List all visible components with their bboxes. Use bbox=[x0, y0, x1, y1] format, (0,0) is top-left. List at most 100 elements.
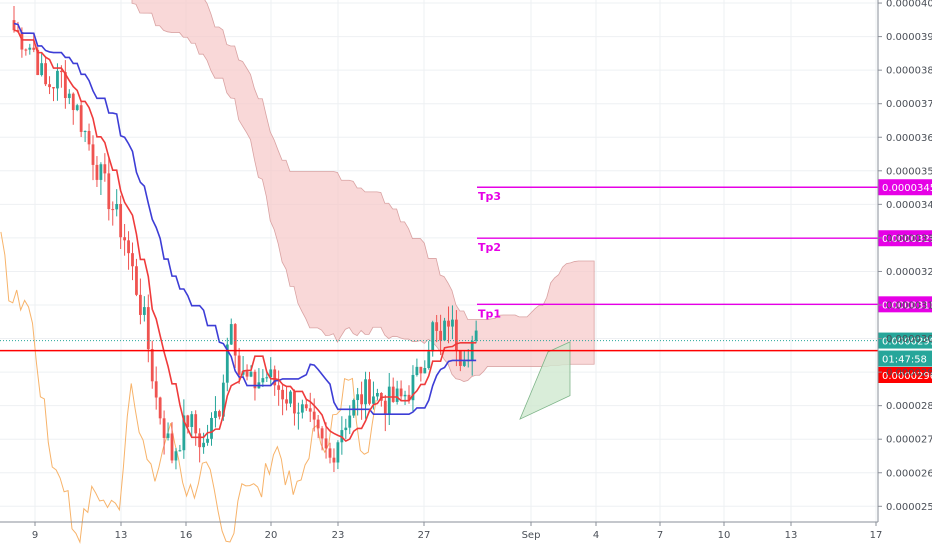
candle-body bbox=[206, 438, 209, 443]
axis-price-label: 01:47:58 bbox=[882, 355, 927, 366]
candle-body bbox=[320, 428, 324, 439]
candle-body bbox=[383, 400, 387, 415]
candle-body bbox=[178, 450, 182, 452]
candle-body bbox=[435, 322, 439, 331]
y-tick-label: 0.00003300 bbox=[886, 233, 932, 244]
y-tick-label: 0.00002800 bbox=[886, 401, 932, 412]
y-tick-label: 0.00002900 bbox=[886, 368, 932, 379]
y-tick-label: 0.00003900 bbox=[886, 32, 932, 43]
target-name-label: Tp3 bbox=[478, 190, 501, 203]
x-tick-label: 9 bbox=[32, 530, 38, 541]
candle-body bbox=[221, 382, 225, 417]
candle-body bbox=[229, 324, 233, 345]
x-tick-label: 23 bbox=[332, 530, 345, 541]
candle-body bbox=[190, 414, 194, 427]
y-tick-label: 0.00003700 bbox=[886, 99, 932, 110]
x-tick-label: 10 bbox=[718, 530, 731, 541]
x-tick-label: 4 bbox=[593, 530, 599, 541]
candle-body bbox=[431, 322, 435, 352]
candle-body bbox=[328, 448, 332, 458]
axis-price-label: 0.00002964 bbox=[882, 371, 932, 382]
candle-body bbox=[423, 368, 427, 374]
candle-body bbox=[123, 237, 126, 241]
lagging-span-line bbox=[0, 231, 377, 545]
candle-body bbox=[455, 319, 458, 351]
candle-body bbox=[146, 307, 150, 350]
candle-body bbox=[214, 411, 217, 418]
candle-body bbox=[336, 442, 340, 463]
y-tick-label: 0.00002500 bbox=[886, 502, 932, 513]
lagging-span bbox=[0, 231, 377, 545]
candle-body bbox=[107, 173, 111, 210]
candle-body bbox=[249, 371, 253, 377]
candle-body bbox=[75, 105, 79, 111]
y-tick-label: 0.00003400 bbox=[886, 200, 932, 211]
candle-body bbox=[300, 404, 304, 413]
candle-body bbox=[308, 408, 312, 412]
candle-body bbox=[356, 394, 360, 401]
x-tick-label: 17 bbox=[870, 530, 883, 541]
candle-body bbox=[344, 427, 348, 431]
target-levels: Tp30.00003451Tp20.00003299Tp10.000031020… bbox=[0, 179, 932, 383]
candle-body bbox=[150, 349, 154, 382]
candle-body bbox=[474, 330, 478, 341]
candle-body bbox=[198, 433, 202, 448]
target-name-label: Tp2 bbox=[478, 241, 501, 254]
candle-body bbox=[364, 379, 367, 405]
candle-body bbox=[391, 386, 395, 402]
candle-body bbox=[273, 369, 277, 386]
candle-body bbox=[352, 400, 356, 416]
candle-body bbox=[135, 266, 138, 295]
candle-body bbox=[127, 240, 130, 254]
candle-body bbox=[372, 396, 375, 404]
candle-body bbox=[139, 294, 142, 315]
candle-body bbox=[194, 414, 198, 434]
candle-body bbox=[368, 379, 371, 404]
candle-body bbox=[202, 442, 205, 448]
axis-price-tag bbox=[878, 367, 932, 383]
candle-body bbox=[233, 324, 237, 356]
candle-body bbox=[376, 392, 379, 397]
y-tick-label: 0.00002600 bbox=[886, 468, 932, 479]
candle-body bbox=[48, 84, 51, 88]
candle-body bbox=[403, 394, 407, 397]
x-tick-label: 27 bbox=[418, 530, 431, 541]
candle-body bbox=[142, 307, 146, 315]
candle-body bbox=[360, 394, 363, 405]
candle-body bbox=[44, 63, 47, 85]
candle-body bbox=[316, 419, 320, 429]
candle-body bbox=[111, 209, 115, 211]
candle-body bbox=[225, 344, 229, 383]
candle-body bbox=[103, 164, 107, 174]
candle-body bbox=[324, 438, 328, 449]
candle-body bbox=[170, 433, 174, 461]
ichimoku-cloud bbox=[131, 0, 595, 420]
candle-body bbox=[269, 369, 273, 378]
cloud-bullish bbox=[519, 341, 571, 420]
candle-body bbox=[52, 87, 55, 89]
cloud-bearish bbox=[131, 0, 595, 382]
candle-body bbox=[28, 47, 32, 50]
candle-body bbox=[289, 391, 292, 404]
indicator-lines bbox=[13, 22, 477, 443]
candle-body bbox=[447, 320, 450, 327]
candle-body bbox=[40, 63, 44, 76]
x-tick-label: 13 bbox=[785, 530, 798, 541]
candle-body bbox=[83, 130, 87, 132]
candle-body bbox=[95, 164, 99, 180]
candle-body bbox=[115, 204, 119, 210]
candle-body bbox=[462, 361, 466, 366]
candle-body bbox=[340, 430, 344, 443]
candle-body bbox=[12, 20, 16, 31]
target-price-label: 0.00003299 bbox=[882, 234, 932, 245]
candle-body bbox=[415, 366, 419, 375]
candle-body bbox=[348, 415, 352, 428]
grid-lines bbox=[0, 0, 878, 522]
y-tick-label: 0.00003500 bbox=[886, 166, 932, 177]
y-tick-label: 0.00003800 bbox=[886, 66, 932, 77]
candle-body bbox=[419, 366, 423, 374]
candle-body bbox=[218, 411, 221, 417]
candle-body bbox=[32, 47, 36, 50]
candle-body bbox=[99, 164, 103, 180]
